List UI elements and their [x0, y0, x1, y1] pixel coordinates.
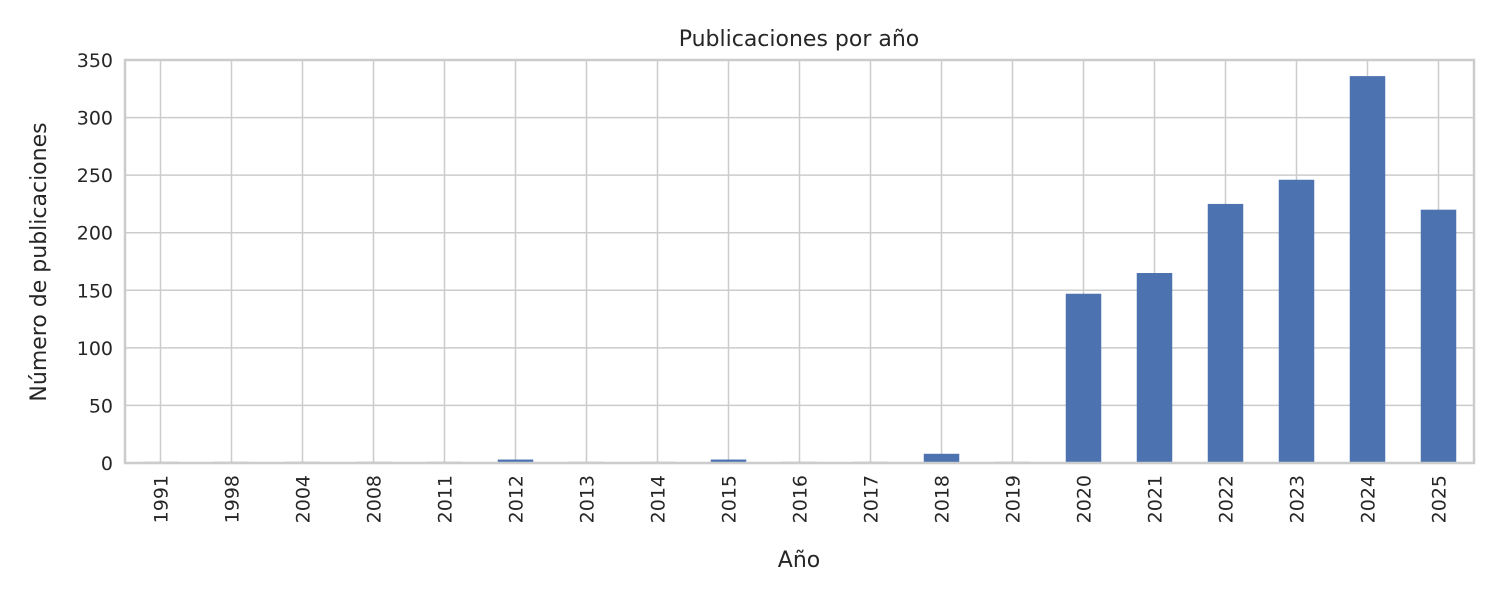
x-tick-labels: 1991 1998 2004 2008 2011 2012 2013 2014 2015 2016…	[151, 475, 1451, 523]
y-tick-label: 350	[77, 50, 113, 72]
y-tick-label: 50	[89, 395, 113, 417]
bar-2025	[1420, 209, 1457, 463]
x-tick-label: 2014	[648, 475, 670, 523]
x-tick-label: 2015	[719, 475, 741, 523]
axes-spines	[123, 58, 1476, 465]
bar-2023	[1278, 179, 1315, 463]
bar-2020	[1065, 293, 1102, 463]
y-tick-label: 200	[77, 223, 113, 245]
bar-2022	[1207, 203, 1244, 463]
x-tick-label: 2004	[293, 475, 315, 523]
y-tick-label: 300	[77, 108, 113, 130]
x-tick-label: 2008	[364, 475, 386, 523]
plot-frame	[123, 58, 1476, 465]
y-tick-label: 250	[77, 165, 113, 187]
x-tick-label: 2019	[1003, 475, 1025, 523]
x-tick-label: 2016	[790, 475, 812, 523]
x-tick-label: 1991	[151, 475, 173, 523]
x-tick-label: 2023	[1287, 475, 1309, 523]
x-axis-label: Año	[778, 548, 820, 573]
x-tick-label: 1998	[222, 475, 244, 523]
y-axis-label: Número de publicaciones	[27, 122, 52, 401]
x-tick-label: 2025	[1429, 475, 1451, 523]
bars	[142, 76, 1457, 464]
x-tick-label: 2024	[1358, 475, 1380, 523]
y-tick-labels: 0 50 100 150 200 250 300 350	[77, 50, 113, 475]
x-tick-label: 2022	[1216, 475, 1238, 523]
bar-2021	[1136, 273, 1173, 463]
y-tick-label: 150	[77, 280, 113, 302]
bar-2024	[1349, 76, 1386, 464]
x-tick-label: 2020	[1074, 475, 1096, 523]
y-tick-label: 100	[77, 338, 113, 360]
y-tick-label: 0	[101, 453, 113, 475]
bar-2018	[923, 453, 960, 463]
x-tick-label: 2018	[932, 475, 954, 523]
x-tick-label: 2012	[506, 475, 528, 523]
chart-title: Publicaciones por año	[679, 27, 920, 52]
x-tick-label: 2013	[577, 475, 599, 523]
x-tick-label: 2017	[861, 475, 883, 523]
x-tick-label: 2021	[1145, 475, 1167, 523]
x-tick-label: 2011	[435, 475, 457, 523]
bar-2015	[710, 459, 747, 463]
bar-2012	[497, 459, 534, 463]
